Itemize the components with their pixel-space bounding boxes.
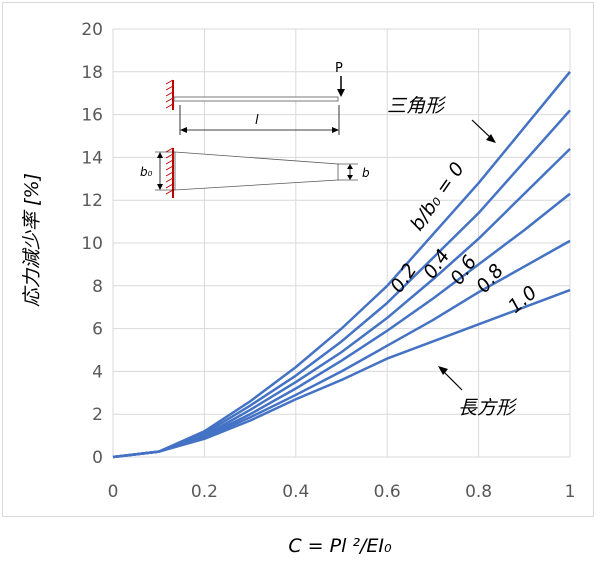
y-tick-label: 8 [92,277,103,297]
series-lines [112,71,571,459]
x-tick-label: 0.8 [465,482,492,502]
y-tick-label: 10 [81,234,103,254]
x-tick-labels: 0 0.2 0.4 0.6 0.8 1 [108,482,576,502]
rectangle-label: 長方形 [458,397,518,419]
y-tick-labels: 0 2 4 6 8 10 12 14 16 18 20 [81,20,103,468]
series-line-5 [112,288,571,459]
chart-frame [2,2,594,517]
y-tick-label: 18 [81,63,103,83]
y-tick-label: 20 [81,20,103,40]
y-tick-label: 6 [92,320,103,340]
inset-diagram: P l b₀ b [140,61,370,198]
wall-hatch-bottom [165,147,174,195]
rectangle-arrow [441,369,463,391]
x-axis-label: C = Pl ²/EI₀ [288,535,392,557]
x-tick-label: 1 [565,482,576,502]
root-width-label: b₀ [140,165,153,179]
y-tick-label: 2 [92,405,103,425]
series-line-1 [112,109,571,459]
length-label: l [255,113,259,128]
tip-width-label: b [362,166,370,180]
y-tick-label: 16 [81,106,103,126]
x-tick-label: 0.4 [282,482,309,502]
wall-hatch-top [165,79,174,109]
beam-side [173,96,339,102]
load-arrowhead [337,89,345,97]
y-axis-label: 応力減少率 [%] [21,173,43,307]
x-tick-label: 0 [108,482,119,502]
y-tick-label: 14 [81,148,103,168]
load-label: P [335,61,343,76]
ratio-label: b/b₀ = 0 [406,158,469,235]
triangle-label: 三角形 [387,95,447,117]
y-tick-label: 0 [92,448,103,468]
series-line-0 [112,71,571,459]
x-tick-label: 0.6 [374,482,401,502]
label-0-2: 0.2 [386,259,421,296]
x-tick-label: 0.2 [191,482,218,502]
triangle-arrow [471,119,493,140]
y-tick-label: 4 [92,362,103,382]
y-tick-label: 12 [81,191,103,211]
